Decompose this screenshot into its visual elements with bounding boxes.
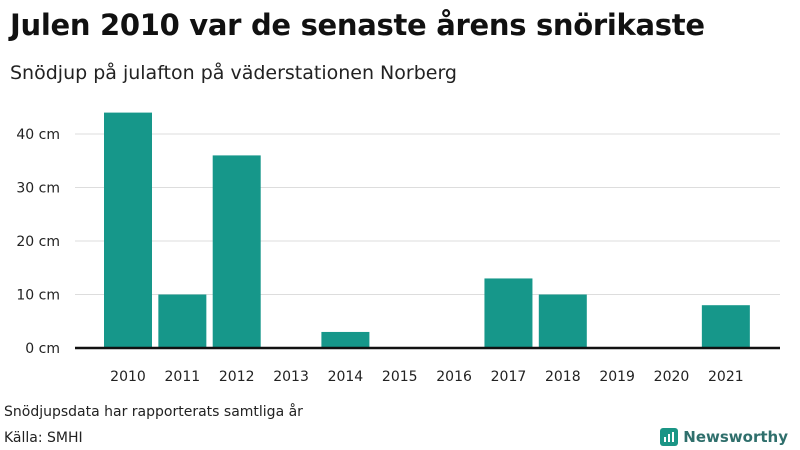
y-tick-label: 30 cm xyxy=(16,181,60,197)
source-note: Källa: SMHI xyxy=(4,430,83,446)
x-tick-label: 2020 xyxy=(654,369,690,385)
bar xyxy=(701,305,750,348)
x-tick-label: 2018 xyxy=(545,369,581,385)
x-tick-label: 2011 xyxy=(165,369,201,385)
brand-name: Newsworthy xyxy=(683,428,788,446)
x-tick-label: 2014 xyxy=(328,369,364,385)
x-axis-ticks: 2010 2011 2012 2013 2014 2015 2016 2017 2018 2019… xyxy=(110,369,743,385)
chart-title: Julen 2010 var de senaste årens snörikas… xyxy=(10,8,705,42)
bar xyxy=(104,112,152,348)
gridlines xyxy=(75,133,780,295)
brand-logo: Newsworthy xyxy=(660,428,788,446)
x-tick-label: 2015 xyxy=(382,369,418,385)
y-tick-label: 40 cm xyxy=(16,127,60,143)
bar xyxy=(538,294,587,348)
bar-chart-icon xyxy=(660,428,679,446)
x-tick-label: 2019 xyxy=(599,369,635,385)
x-tick-label: 2017 xyxy=(491,369,527,385)
footnote: Snödjupsdata har rapporterats samtliga å… xyxy=(4,404,303,420)
bar xyxy=(484,278,533,348)
y-tick-label: 0 cm xyxy=(25,341,60,357)
bar xyxy=(158,294,207,348)
x-tick-label: 2012 xyxy=(219,369,255,385)
x-tick-label: 2021 xyxy=(708,369,744,385)
x-tick-label: 2010 xyxy=(110,369,146,385)
bars xyxy=(104,112,750,348)
bar xyxy=(321,331,370,348)
y-axis-ticks: 0 cm 10 cm 20 cm 30 cm 40 cm xyxy=(16,127,60,357)
bar xyxy=(212,155,261,348)
x-tick-label: 2016 xyxy=(436,369,472,385)
y-tick-label: 10 cm xyxy=(16,288,60,304)
chart-subtitle: Snödjup på julafton på väderstationen No… xyxy=(10,62,457,84)
y-tick-label: 20 cm xyxy=(16,234,60,250)
x-tick-label: 2013 xyxy=(273,369,309,385)
